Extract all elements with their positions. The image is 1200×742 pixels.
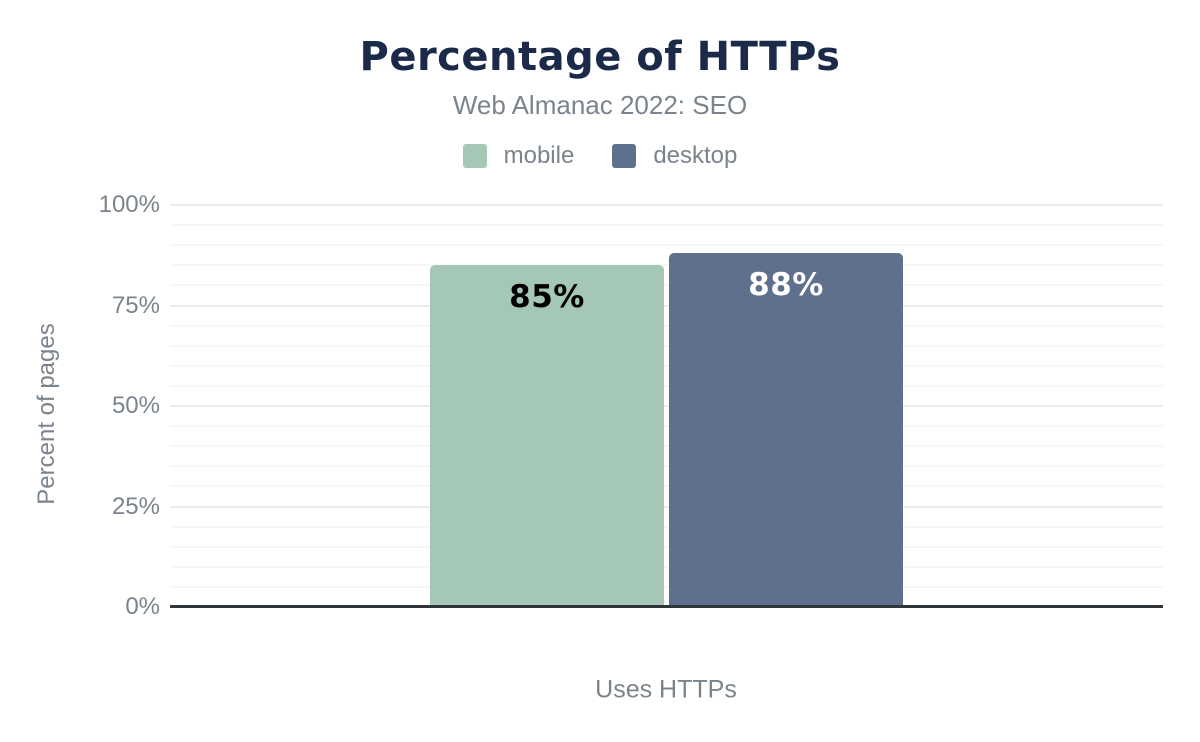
y-tick-label: 50% [111, 392, 160, 419]
legend-item-mobile: mobile [462, 142, 575, 170]
minor-gridline [170, 425, 1163, 428]
minor-gridline [170, 344, 1163, 347]
major-gridline [170, 204, 1163, 206]
legend-swatch-mobile [462, 144, 487, 168]
minor-gridline [170, 445, 1163, 448]
bar-mobile: 85% [430, 265, 664, 607]
minor-gridline [170, 324, 1163, 327]
bar-value-label-desktop: 88% [748, 267, 824, 304]
x-axis-title: Uses HTTPs [595, 675, 737, 704]
minor-gridline [170, 545, 1163, 548]
y-tick-label: 25% [111, 492, 160, 520]
y-tick-label: 100% [98, 191, 160, 218]
chart-subtitle: Web Almanac 2022: SEO [452, 90, 748, 120]
legend-swatch-desktop [612, 144, 637, 168]
chart-legend: mobile desktop [0, 142, 1200, 170]
major-gridline [170, 505, 1163, 508]
minor-gridline [170, 224, 1163, 227]
bar-desktop: 88% [669, 253, 903, 607]
minor-gridline [170, 284, 1163, 287]
minor-gridline [170, 465, 1163, 468]
minor-gridline [170, 364, 1163, 367]
major-gridline [170, 304, 1163, 307]
major-gridline [170, 405, 1163, 407]
x-axis-line [170, 605, 1163, 608]
minor-gridline [170, 585, 1163, 588]
y-tick-label: 0% [125, 593, 160, 620]
legend-item-desktop: desktop [612, 142, 737, 170]
legend-label-desktop: desktop [653, 142, 738, 169]
legend-label-mobile: mobile [503, 142, 575, 169]
chart-title: Percentage of HTTPs [359, 34, 841, 80]
minor-gridline [170, 525, 1163, 528]
minor-gridline [170, 485, 1163, 488]
bar-value-label-mobile: 85% [509, 279, 585, 316]
minor-gridline [170, 565, 1163, 568]
y-tick-label: 75% [111, 291, 160, 319]
minor-gridline [170, 384, 1163, 387]
minor-gridline [170, 264, 1163, 267]
plot-area: 85% 88% [170, 204, 1163, 608]
minor-gridline [170, 244, 1163, 247]
